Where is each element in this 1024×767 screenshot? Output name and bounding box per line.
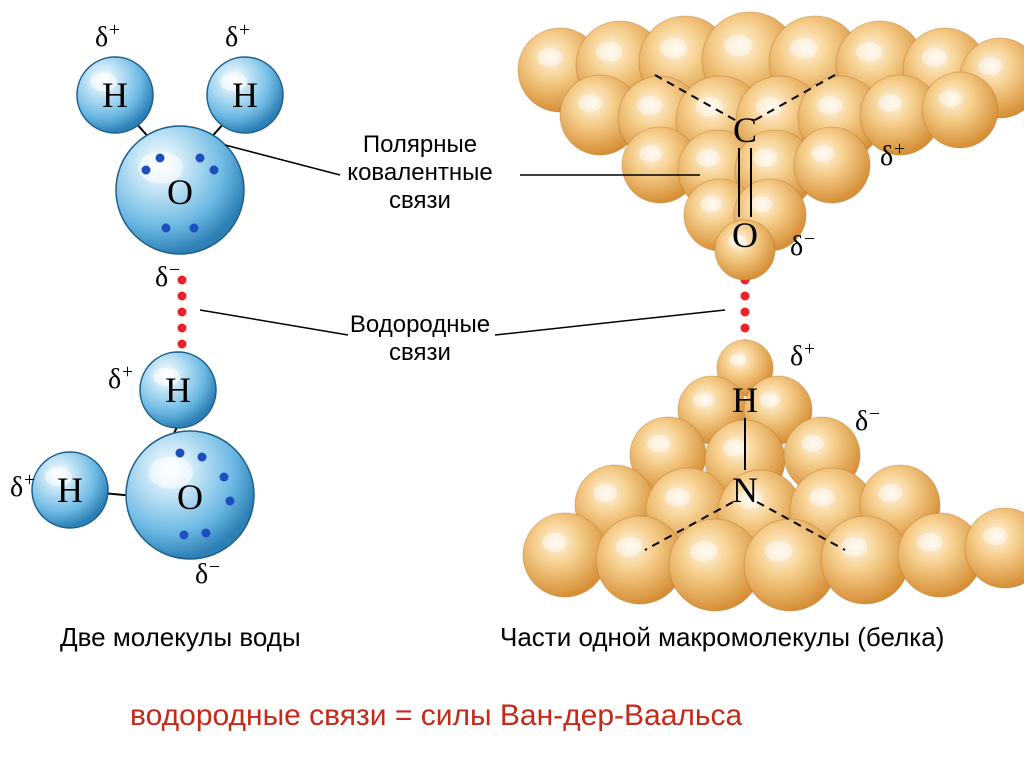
svg-text:связи: связи (389, 187, 451, 214)
hbond-dot (178, 308, 187, 317)
svg-text:N: N (732, 470, 758, 510)
electron-dot (156, 154, 165, 163)
svg-text:δ: δ (880, 141, 893, 172)
delta-label: δ+ (880, 139, 905, 172)
delta-label: δ− (155, 260, 180, 293)
svg-text:H: H (102, 75, 128, 115)
svg-text:−: − (209, 557, 220, 578)
electron-dot (220, 473, 229, 482)
electron-dot (210, 166, 219, 175)
svg-text:связи: связи (389, 339, 451, 366)
pointer-line (200, 310, 348, 335)
hbond-dot (741, 292, 750, 301)
svg-text:O: O (177, 477, 203, 517)
svg-text:−: − (869, 404, 880, 425)
svg-text:O: O (732, 215, 758, 255)
svg-text:+: + (24, 470, 35, 491)
hbond-dot (178, 276, 187, 285)
svg-text:ковалентные: ковалентные (347, 159, 492, 186)
hbond-dot (178, 340, 187, 349)
svg-text:δ: δ (790, 231, 803, 262)
delta-label: δ+ (95, 20, 120, 53)
hbond-dot (178, 324, 187, 333)
svg-text:+: + (109, 20, 120, 41)
svg-text:H: H (57, 470, 83, 510)
electron-dot (202, 529, 211, 538)
electron-dot (226, 497, 235, 506)
delta-label: δ+ (790, 339, 815, 372)
svg-text:H: H (165, 370, 191, 410)
svg-text:O: O (167, 172, 193, 212)
pointer-line (225, 145, 340, 175)
electron-dot (142, 166, 151, 175)
hbond-dot (741, 324, 750, 333)
delta-label: δ+ (108, 362, 133, 395)
svg-text:+: + (894, 139, 905, 160)
electron-dot (180, 531, 189, 540)
svg-text:δ: δ (855, 406, 868, 437)
protein-bottom (523, 340, 1024, 611)
svg-text:H: H (232, 75, 258, 115)
svg-text:+: + (239, 20, 250, 41)
protein-top (518, 12, 1024, 280)
pointer-line (495, 310, 725, 335)
svg-text:водородные связи = силы Ван-: водородные связи = силы Ван-дер-Ваальса (130, 699, 743, 732)
electron-dot (198, 453, 207, 462)
electron-dot (196, 154, 205, 163)
hbond-dot (178, 292, 187, 301)
svg-text:C: C (733, 110, 757, 150)
svg-text:Части одной макромолекулы (бел: Части одной макромолекулы (белка) (500, 622, 944, 652)
delta-label: δ− (195, 557, 220, 590)
electron-dot (176, 449, 185, 458)
svg-text:δ: δ (155, 262, 168, 293)
svg-text:−: − (804, 229, 815, 250)
electron-dot (190, 224, 199, 233)
svg-text:Две молекулы воды: Две молекулы воды (60, 622, 301, 652)
svg-text:δ: δ (95, 22, 108, 53)
svg-text:δ: δ (195, 559, 208, 590)
svg-text:δ: δ (225, 22, 238, 53)
delta-label: δ− (855, 404, 880, 437)
svg-text:H: H (732, 380, 758, 420)
svg-text:+: + (804, 339, 815, 360)
hbond-dot (741, 308, 750, 317)
delta-label: δ+ (10, 470, 35, 503)
electron-dot (162, 224, 171, 233)
svg-text:δ: δ (10, 472, 23, 503)
svg-text:δ: δ (790, 341, 803, 372)
svg-text:Полярные: Полярные (363, 131, 477, 158)
svg-text:+: + (122, 362, 133, 383)
svg-text:Водородные: Водородные (350, 311, 490, 338)
svg-text:δ: δ (108, 364, 121, 395)
delta-label: δ− (790, 229, 815, 262)
delta-label: δ+ (225, 20, 250, 53)
